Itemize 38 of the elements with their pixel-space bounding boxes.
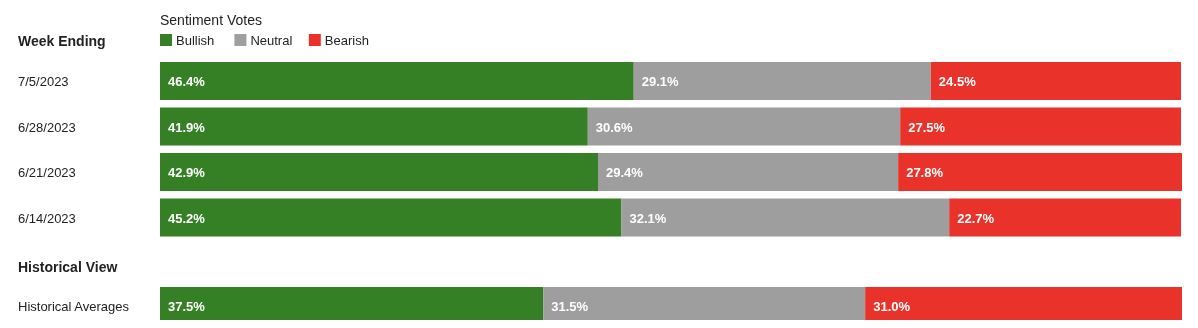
legend-label: Neutral bbox=[250, 33, 293, 48]
bar bbox=[160, 153, 598, 191]
y-axis-title: Historical View bbox=[18, 259, 118, 275]
bar bbox=[160, 198, 622, 237]
bar bbox=[898, 153, 1182, 191]
bar bbox=[587, 107, 901, 146]
bar bbox=[930, 62, 1181, 100]
data-label: 22.7% bbox=[957, 210, 995, 226]
y-tick-label: 6/14/2023 bbox=[18, 210, 76, 226]
bar bbox=[598, 153, 899, 191]
legend-label: Bearish bbox=[324, 33, 369, 48]
data-label: 27.5% bbox=[908, 119, 946, 135]
bar bbox=[949, 198, 1181, 237]
y-tick-label: 6/21/2023 bbox=[18, 165, 76, 180]
data-label: 31.0% bbox=[873, 299, 911, 314]
data-label: 37.5% bbox=[168, 299, 206, 314]
bar bbox=[633, 62, 931, 100]
data-label: 27.8% bbox=[906, 165, 944, 180]
data-label: 42.9% bbox=[168, 165, 206, 180]
y-axis-title: Week Ending bbox=[18, 33, 106, 49]
data-label: 32.1% bbox=[629, 210, 667, 226]
data-label: 29.4% bbox=[606, 165, 644, 180]
data-label: 31.5% bbox=[551, 299, 589, 314]
bar bbox=[900, 107, 1181, 146]
data-label: 29.1% bbox=[641, 74, 680, 89]
legend-label: Bullish bbox=[176, 33, 215, 48]
legend-title: Sentiment Votes bbox=[160, 12, 262, 28]
y-tick-label: 7/5/2023 bbox=[18, 74, 69, 89]
data-label: 45.2% bbox=[168, 210, 206, 226]
bar bbox=[160, 107, 588, 146]
data-label: 24.5% bbox=[938, 74, 977, 89]
data-label: 41.9% bbox=[168, 119, 206, 135]
data-label: 46.4% bbox=[168, 74, 206, 89]
data-label: 30.6% bbox=[595, 119, 634, 135]
y-tick-label: 6/28/2023 bbox=[18, 119, 76, 135]
y-tick-label: Historical Averages bbox=[18, 299, 130, 314]
bar bbox=[160, 62, 634, 100]
bar bbox=[621, 198, 950, 237]
